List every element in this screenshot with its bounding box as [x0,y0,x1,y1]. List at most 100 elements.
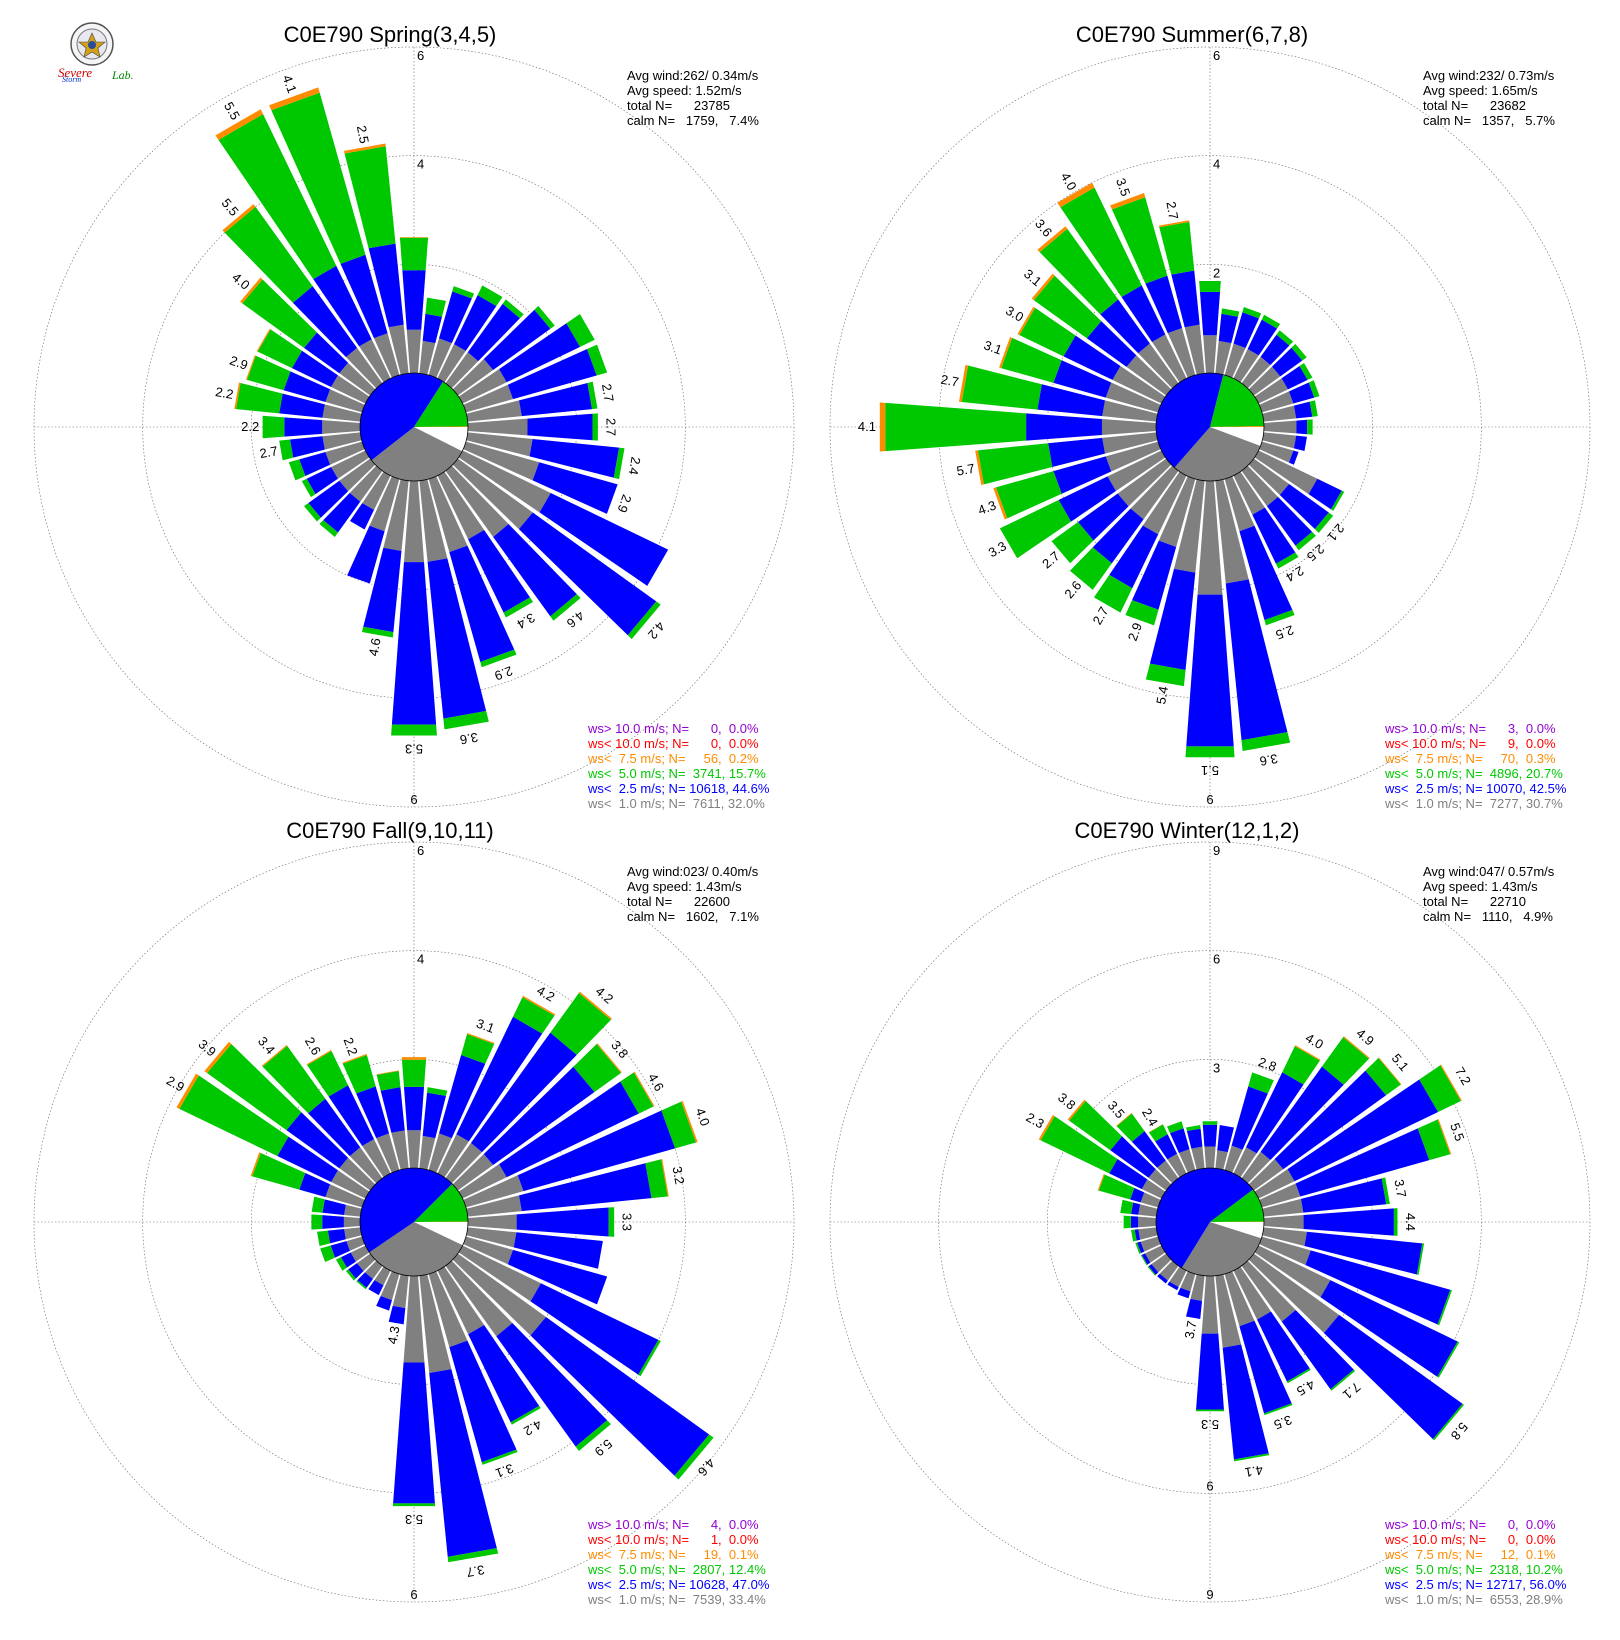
bar-value-label: 2.4 [1139,1106,1161,1129]
bar-segment-lt5 [550,992,611,1055]
bar-segment-lt1 [428,1133,452,1173]
bar-segment-lt1 [1224,343,1246,378]
bar-270deg [879,402,1157,452]
bar-segment-lt1 [428,476,468,553]
bar-segment-lt7-5 [1057,182,1095,208]
bar-value-label: 3.3 [986,538,1009,560]
stat-avg-wind: Avg wind:047/ 0.57m/s [1423,864,1555,879]
bar-segment-lt2-5 [1304,1231,1423,1275]
bar-segment-lt5 [288,459,306,481]
bar-value-label: 4.4 [1403,1213,1418,1231]
bar-segment-lt7-5 [176,1073,199,1109]
bar-segment-lt2-5 [1281,366,1308,390]
bar-value-label: 3.1 [982,337,1004,357]
bar-segment-lt2-5 [1169,1128,1190,1153]
bar-segment-lt1 [452,358,494,396]
bar-segment-lt1 [1204,1146,1216,1169]
bar-segment-lt5 [620,1072,654,1114]
bar-value-label: 5.7 [955,461,975,479]
bar-310deg [1067,1099,1172,1191]
bar-segment-lt5 [1241,732,1291,752]
bar-segment-lt7-5 [467,1033,495,1044]
bar-segment-lt5 [1417,1119,1451,1161]
bar-segment-lt5 [613,447,625,480]
legend-lt1: ws< 1.0 m/s; N= 6553, 28.9% [1384,1592,1563,1607]
bar-segment-lt1 [1107,450,1166,492]
bar-100deg [466,432,625,480]
bar-segment-lt1 [1259,1236,1311,1266]
bar-segment-lt1 [1254,378,1289,404]
bar-segment-lt1 [1152,334,1187,383]
bar-segment-lt5 [1419,1065,1461,1112]
bar-segment-lt2-5 [1077,493,1129,541]
bar-segment-lt5 [1437,1289,1452,1326]
bar-segment-lt5 [1432,1403,1465,1441]
bar-180deg [1195,1275,1225,1412]
bar-segment-lt1 [369,476,400,532]
bar-160deg [428,476,517,668]
bar-segment-lt5 [218,114,337,280]
bar-segment-lt2-5 [499,323,581,383]
bar-230deg [1147,1253,1172,1276]
bar-210deg [349,471,391,530]
bar-segment-lt2-5 [1100,299,1150,354]
pie-slice-lt2-5 [360,1168,453,1253]
bar-segment-lt1 [362,1139,391,1178]
bar-segment-lt2-5 [376,1296,392,1311]
chart-title: C0E790 Fall(9,10,11) [286,818,494,843]
bar-segment-lt5 [1135,1242,1141,1254]
bar-20deg [1224,1072,1274,1173]
bar-60deg [458,1071,655,1199]
bar-segment-lt2-5 [368,1280,384,1296]
bar-segment-lt1 [1263,420,1297,434]
center-pie [359,1167,469,1277]
bar-value-label: 3.7 [1182,1320,1200,1340]
bar-segment-lt2-5 [1246,1072,1304,1154]
bar-value-label: 2.7 [1039,548,1062,571]
bar-segment-lt5 [1295,531,1316,551]
bar-segment-lt1 [1262,405,1297,422]
ring-label: 4 [417,952,424,967]
ring-label: 4 [1213,157,1220,172]
bar-segment-lt2-5 [340,254,388,339]
bar-segment-lt2-5 [493,524,577,617]
bar-segment-lt5 [1186,1125,1201,1132]
bar-value-label: 3.1 [494,1461,516,1481]
bar-90deg [467,1207,615,1237]
bar-segment-lt2-5 [357,1272,373,1288]
bar-180deg [392,1275,436,1507]
bar-segment-lt2-5 [308,480,349,518]
bar-segment-lt7-5 [1158,220,1190,228]
bar-150deg [1233,471,1299,569]
bar-segment-lt1 [322,420,361,434]
direction-bars [215,87,669,736]
legend-lt10: ws< 10.0 m/s; N= 0, 0.0% [1384,1532,1556,1547]
bar-segment-lt5 [1145,663,1186,687]
bar-130deg [452,458,661,640]
bar-340deg [1166,1121,1196,1173]
bar-20deg [428,286,475,378]
bar-segment-lt5 [342,1054,376,1094]
bar-segment-lt1 [1259,1183,1301,1208]
bar-segment-lt5 [1199,281,1221,292]
bar-segment-lt2-5 [1109,525,1159,589]
bar-segment-lt1 [331,450,370,479]
bar-100deg [1262,432,1307,451]
bar-220deg [319,465,383,537]
bar-segment-lt5 [1019,307,1076,357]
bar-segment-lt7-5 [401,1057,427,1060]
bar-segment-lt2-5 [1134,1229,1141,1241]
bar-180deg [391,480,437,736]
bar-segment-lt2-5 [368,243,404,328]
bar-segment-lt2-5 [1231,1086,1268,1150]
bar-segment-lt1 [344,1204,362,1217]
bar-240deg [301,450,370,498]
bar-segment-lt5 [1321,1037,1370,1085]
bar-segment-lt5 [627,601,661,640]
bar-value-label: 2.6 [302,1034,324,1057]
bar-segment-lt5 [592,413,598,441]
bar-250deg [288,441,365,481]
bar-segment-lt2-5 [1196,1333,1224,1410]
bar-segment-lt1 [1141,1179,1166,1199]
bar-segment-lt1 [1138,1227,1158,1240]
